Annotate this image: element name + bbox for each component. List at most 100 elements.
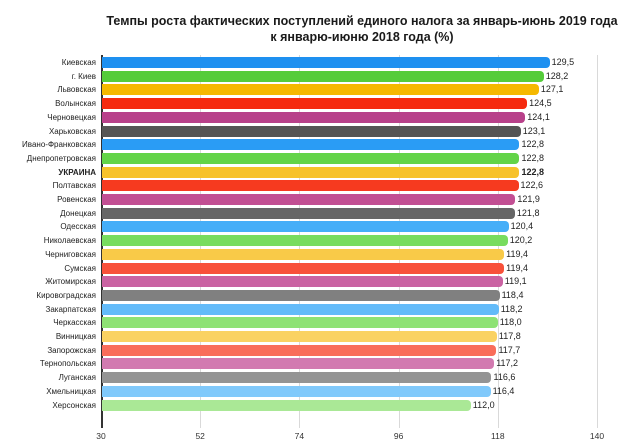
bar bbox=[102, 372, 492, 384]
bar-row: Волынская 124,5 bbox=[0, 98, 624, 112]
bar bbox=[102, 207, 515, 219]
bar-row: Житомирская 119,1 bbox=[0, 276, 624, 290]
value-label: 117,2 bbox=[496, 358, 519, 369]
bar-row: Хмельницкая 116,4 bbox=[0, 385, 624, 400]
bar bbox=[102, 235, 508, 247]
value-label: 117,7 bbox=[498, 344, 521, 355]
bar-row: Черниговская 119,4 bbox=[0, 248, 624, 263]
category-label: Одесская bbox=[60, 222, 96, 232]
bar bbox=[102, 57, 550, 68]
value-label: 117,8 bbox=[498, 331, 521, 341]
value-label: 120,2 bbox=[509, 235, 533, 246]
bar bbox=[102, 166, 520, 178]
bar bbox=[102, 331, 497, 342]
bar bbox=[102, 111, 526, 123]
category-label: Черкасская bbox=[53, 318, 96, 328]
value-label: 119,4 bbox=[506, 262, 528, 273]
bar bbox=[102, 399, 471, 411]
x-tick-label: 30 bbox=[96, 431, 106, 441]
bar-row: Луганская 116,6 bbox=[0, 372, 624, 386]
category-label: Ровенская bbox=[57, 195, 96, 204]
bar-row: Харьковская 123,1 bbox=[0, 125, 624, 140]
category-label: Закарпатская bbox=[45, 304, 97, 314]
bar bbox=[102, 125, 521, 137]
bar-row: Запорожская 117,7 bbox=[0, 344, 624, 359]
bar-row: Киевская 129,5 bbox=[0, 57, 624, 71]
bar-row: г. Киев 128,2 bbox=[0, 70, 624, 85]
value-label: 122,8 bbox=[521, 152, 544, 163]
bar bbox=[102, 385, 491, 397]
value-label: 118,0 bbox=[499, 317, 522, 328]
x-tick-label: 74 bbox=[294, 431, 305, 441]
value-label: 124,5 bbox=[529, 98, 552, 109]
category-label: Запорожская bbox=[47, 345, 96, 355]
category-label: Днепропетровская bbox=[26, 153, 96, 163]
bar bbox=[102, 248, 505, 260]
category-label: Черновецкая bbox=[47, 112, 96, 122]
y-axis-line bbox=[101, 55, 103, 428]
category-label: Донецкая bbox=[60, 208, 96, 218]
x-tick-label: 52 bbox=[195, 431, 205, 441]
category-label: Сумская bbox=[64, 263, 96, 273]
value-label: 119,4 bbox=[506, 248, 528, 259]
bar bbox=[102, 139, 520, 151]
category-label: Киевская bbox=[61, 58, 96, 67]
x-tick-label: 118 bbox=[491, 431, 505, 441]
bar-row: Одесская 120,4 bbox=[0, 221, 624, 235]
bar-row: Львовская 127,1 bbox=[0, 84, 624, 98]
category-label: Черниговская bbox=[45, 249, 96, 259]
value-label: 122,6 bbox=[520, 180, 544, 191]
bar-row: Тернопольская 117,2 bbox=[0, 358, 624, 372]
bar bbox=[102, 276, 503, 288]
bar bbox=[102, 194, 516, 205]
category-label: Тернопольская bbox=[39, 359, 96, 369]
bar bbox=[102, 289, 500, 301]
chart-title-line-2: к январю-июню 2018 года (%) bbox=[270, 30, 454, 44]
value-label: 118,2 bbox=[500, 303, 523, 314]
value-label: 123,1 bbox=[522, 125, 546, 136]
value-label: 127,1 bbox=[540, 84, 564, 95]
bar bbox=[102, 358, 495, 370]
value-label: 121,8 bbox=[516, 207, 540, 218]
x-tick-label: 96 bbox=[393, 431, 404, 441]
bar bbox=[102, 344, 497, 356]
category-label: Луганская bbox=[58, 373, 96, 383]
gridline bbox=[597, 55, 598, 428]
value-label: 119,1 bbox=[504, 276, 527, 287]
bar bbox=[102, 70, 544, 82]
category-label: Волынская bbox=[55, 99, 96, 109]
bar-row: Днепропетровская 122,8 bbox=[0, 152, 624, 167]
bar bbox=[102, 152, 520, 164]
bar bbox=[102, 303, 499, 315]
bar-row: Черновецкая 124,1 bbox=[0, 111, 624, 126]
value-label: 121,9 bbox=[517, 194, 540, 204]
bar-row: Ровенская 121,9 bbox=[0, 194, 624, 208]
x-tick-label: 140 bbox=[589, 431, 605, 441]
bar-row: Херсонская 112,0 bbox=[0, 399, 624, 414]
category-label: г. Киев bbox=[71, 71, 96, 81]
bar bbox=[102, 317, 498, 329]
value-label: 112,0 bbox=[472, 399, 495, 410]
chart-title: Темпы роста фактических поступлений един… bbox=[100, 13, 624, 45]
bar-row: Черкасская 118,0 bbox=[0, 317, 624, 331]
value-label: 129,5 bbox=[551, 57, 575, 67]
category-label: Винницкая bbox=[55, 332, 96, 341]
category-label: Львовская bbox=[57, 85, 96, 95]
value-label: 116,4 bbox=[492, 385, 515, 396]
bar-row: Закарпатская 118,2 bbox=[0, 303, 624, 318]
category-label: Херсонская bbox=[52, 400, 96, 410]
value-label: 122,8 bbox=[521, 139, 544, 150]
bar-row: Донецкая 121,8 bbox=[0, 207, 624, 222]
chart-title-line-1: Темпы роста фактических поступлений един… bbox=[106, 14, 618, 28]
bar bbox=[102, 84, 539, 96]
category-label: УКРАИНА bbox=[58, 167, 96, 177]
category-label: Полтавская bbox=[52, 181, 96, 191]
bar bbox=[102, 98, 528, 110]
value-label: 120,4 bbox=[510, 221, 534, 232]
value-label: 124,1 bbox=[527, 111, 550, 122]
value-label: 116,6 bbox=[493, 372, 516, 383]
category-label: Житомирская bbox=[45, 277, 96, 287]
bar-row: Полтавская 122,6 bbox=[0, 180, 624, 194]
category-label: Кировоградская bbox=[36, 290, 96, 300]
